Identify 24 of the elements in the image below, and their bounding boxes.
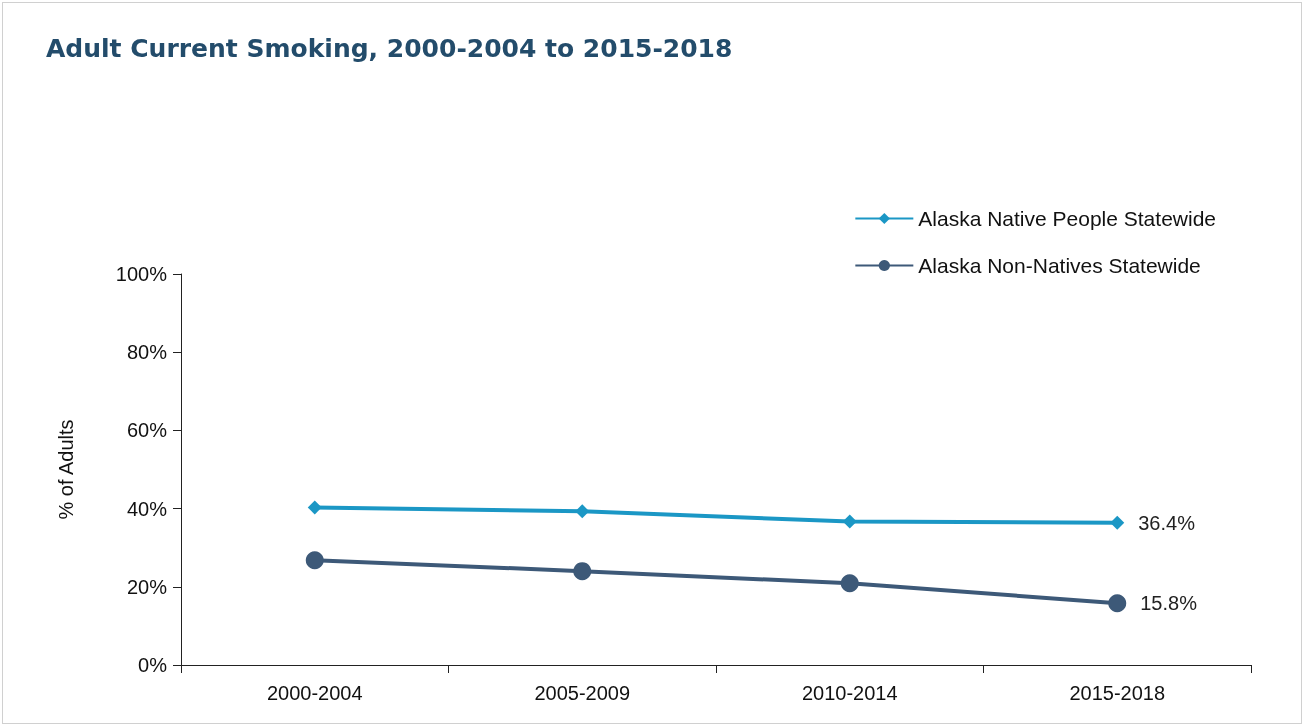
y-tick-label: 100% [115,263,168,285]
x-tick-label: 2000-2004 [266,682,363,704]
legend-label: Alaska Native People Statewide [918,207,1216,230]
point [575,504,590,519]
point [307,500,322,515]
point [840,574,859,593]
point [573,562,592,581]
data-label: 15.8% [1140,592,1198,615]
y-tick-label: 0% [138,654,168,676]
data-label: 36.4% [1138,511,1196,534]
point [842,514,857,529]
x-tick-label: 2015-2018 [1069,682,1166,704]
y-tick-label: 80% [126,341,168,364]
point [305,551,324,570]
y-axis-title: % of Adults [55,419,77,520]
point [1108,594,1127,613]
chart-title: Adult Current Smoking, 2000-2004 to 2015-2018 [46,34,733,63]
x-tick-label: 2010-2014 [801,682,898,704]
x-tick-label: 2005-2009 [534,682,631,704]
y-tick-label: 20% [126,575,168,598]
y-tick-label: 40% [126,497,168,520]
y-tick-label: 60% [126,419,168,442]
point [1110,515,1125,530]
legend-label: Alaska Non-Natives Statewide [918,254,1201,277]
